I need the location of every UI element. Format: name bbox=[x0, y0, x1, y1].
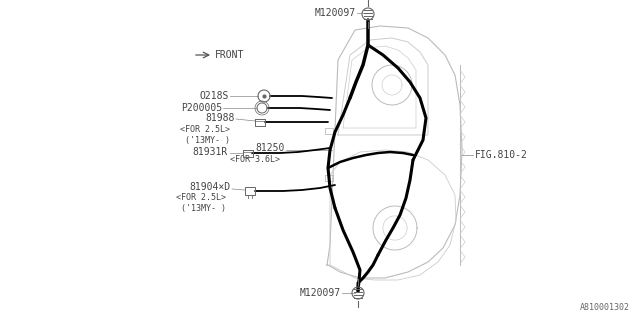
Text: ('13MY- ): ('13MY- ) bbox=[185, 135, 230, 145]
Bar bbox=[325, 128, 333, 134]
Text: FRONT: FRONT bbox=[215, 50, 244, 60]
Text: <FOR 3.6L>: <FOR 3.6L> bbox=[230, 156, 280, 164]
Text: A810001302: A810001302 bbox=[580, 303, 630, 312]
Text: M120097: M120097 bbox=[315, 8, 356, 18]
Text: FIG.810-2: FIG.810-2 bbox=[475, 150, 528, 160]
Text: O218S: O218S bbox=[200, 91, 229, 101]
Text: <FOR 2.5L>: <FOR 2.5L> bbox=[180, 125, 230, 134]
Text: ('13MY- ): ('13MY- ) bbox=[181, 204, 226, 212]
Text: M120097: M120097 bbox=[300, 288, 341, 298]
Bar bbox=[325, 175, 333, 181]
Bar bbox=[245, 187, 255, 195]
Text: 81250: 81250 bbox=[255, 143, 285, 153]
Text: <FOR 2.5L>: <FOR 2.5L> bbox=[176, 194, 226, 203]
Text: P200005: P200005 bbox=[181, 103, 222, 113]
Text: 81988: 81988 bbox=[205, 113, 235, 123]
Text: 81904×D: 81904×D bbox=[189, 182, 230, 192]
Text: 81931R: 81931R bbox=[193, 147, 228, 157]
